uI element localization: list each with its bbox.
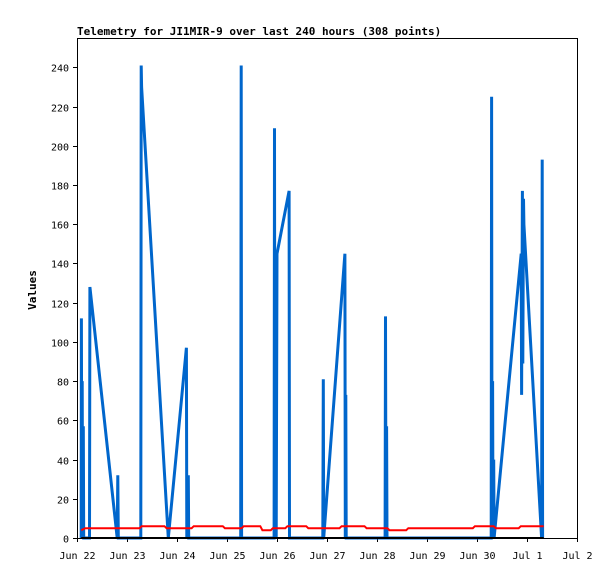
y-axis-label: Values xyxy=(26,270,39,310)
x-axis: Jun 22 Jun 23 Jun 24 Jun 25 Jun 26 Jun 27 Jun … xyxy=(59,538,593,562)
x-tick-label: Jun 23 xyxy=(109,551,145,562)
y-tick-label: 20 xyxy=(57,496,69,507)
y-tick-label: 40 xyxy=(57,457,69,468)
y-tick-label: 120 xyxy=(51,300,69,311)
x-tick-label: Jun 27 xyxy=(309,551,345,562)
x-tick-label: Jul 2 xyxy=(562,551,592,562)
y-tick-label: 220 xyxy=(51,104,69,115)
x-tick-label: Jun 22 xyxy=(59,551,95,562)
y-axis: 0 20 40 60 80 100 120 140 160 180 200 220 240 xyxy=(51,64,77,546)
y-tick-label: 100 xyxy=(51,339,69,350)
x-tick-label: Jun 28 xyxy=(359,551,395,562)
x-tick-label: Jul 1 xyxy=(512,551,542,562)
y-tick-label: 0 xyxy=(63,535,69,546)
y-tick-label: 160 xyxy=(51,221,69,232)
x-tick-label: Jun 25 xyxy=(209,551,245,562)
series-line-red xyxy=(80,525,544,532)
x-tick-label: Jun 30 xyxy=(459,551,495,562)
series-layer xyxy=(79,65,545,540)
chart-title: Telemetry for JI1MIR-9 over last 240 hou… xyxy=(77,25,441,38)
y-tick-label: 240 xyxy=(51,64,69,75)
y-tick-label: 80 xyxy=(57,378,69,389)
x-tick-label: Jun 26 xyxy=(259,551,295,562)
y-tick-label: 180 xyxy=(51,182,69,193)
y-tick-label: 60 xyxy=(57,417,69,428)
y-tick-label: 200 xyxy=(51,143,69,154)
y-tick-label: 140 xyxy=(51,260,69,271)
x-tick-label: Jun 29 xyxy=(409,551,445,562)
series-line-blue xyxy=(79,65,545,540)
x-tick-label: Jun 24 xyxy=(159,551,195,562)
